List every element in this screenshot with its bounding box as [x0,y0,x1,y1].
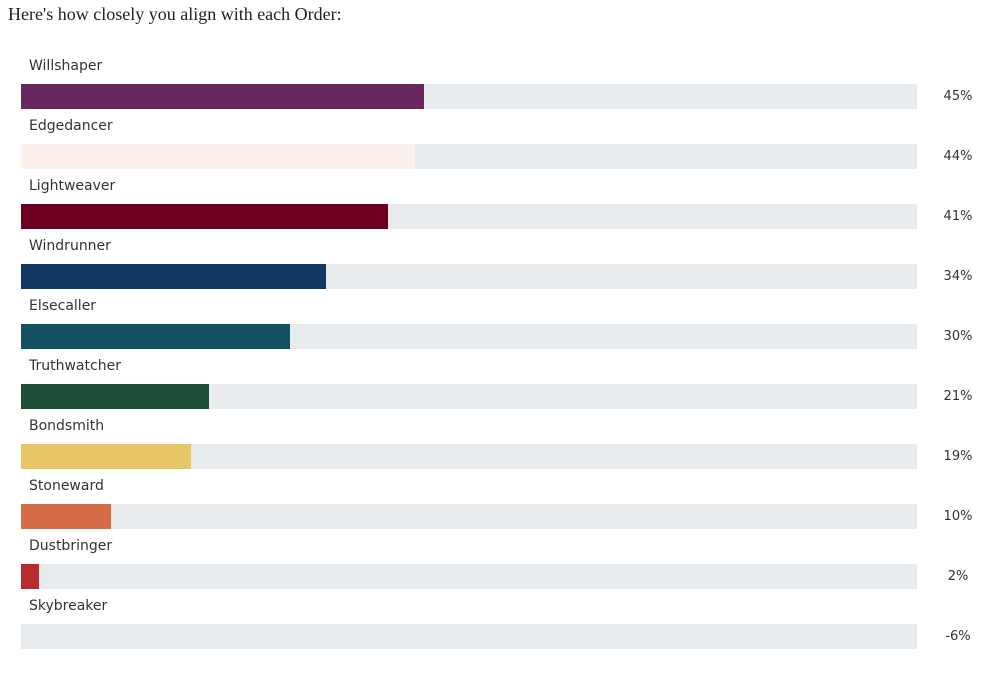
bar-track [21,444,917,469]
order-row: Elsecaller 30% [0,292,1000,352]
bar-fill [21,564,39,589]
percent-value: 44% [943,149,973,164]
order-label: Windrunner [29,238,111,254]
order-label: Truthwatcher [29,358,121,374]
order-label: Skybreaker [29,598,108,614]
bar-track [21,324,917,349]
percent-value: 21% [943,389,973,404]
order-row: Windrunner 34% [0,232,1000,292]
order-label: Edgedancer [29,118,113,134]
order-row: Willshaper 45% [0,52,1000,112]
order-label: Stoneward [29,478,104,494]
order-row: Truthwatcher 21% [0,352,1000,412]
page-title: Here's how closely you align with each O… [8,4,342,24]
order-row: Skybreaker -6% [0,592,1000,652]
order-row: Stoneward 10% [0,472,1000,532]
percent-value: 30% [943,329,973,344]
bar-fill [21,204,389,229]
bar-track [21,144,917,169]
bar-track [21,564,917,589]
bar-track [21,504,917,529]
bar-fill [21,144,416,169]
bar-track [21,624,917,649]
percent-value: 2% [947,569,969,584]
order-label: Willshaper [29,58,103,74]
bar-track [21,384,917,409]
percent-value: 34% [943,269,973,284]
order-label: Dustbringer [29,538,113,554]
percent-value: 19% [943,449,973,464]
bar-fill [21,384,210,409]
order-row: Bondsmith 19% [0,412,1000,472]
order-row: Dustbringer 2% [0,532,1000,592]
percent-value: 41% [943,209,973,224]
bar-fill [21,264,326,289]
percent-value: 10% [943,509,973,524]
order-label: Bondsmith [29,418,105,434]
order-row: Edgedancer 44% [0,112,1000,172]
bar-fill [21,324,290,349]
order-label: Elsecaller [29,298,97,314]
bar-track [21,204,917,229]
percent-value: 45% [943,89,973,104]
order-row: Lightweaver 41% [0,172,1000,232]
order-label: Lightweaver [29,178,116,194]
bar-track [21,264,917,289]
bar-fill [21,444,192,469]
bar-fill [21,504,111,529]
bar-track [21,84,917,109]
bar-fill [21,84,425,109]
percent-value: -6% [945,629,971,644]
